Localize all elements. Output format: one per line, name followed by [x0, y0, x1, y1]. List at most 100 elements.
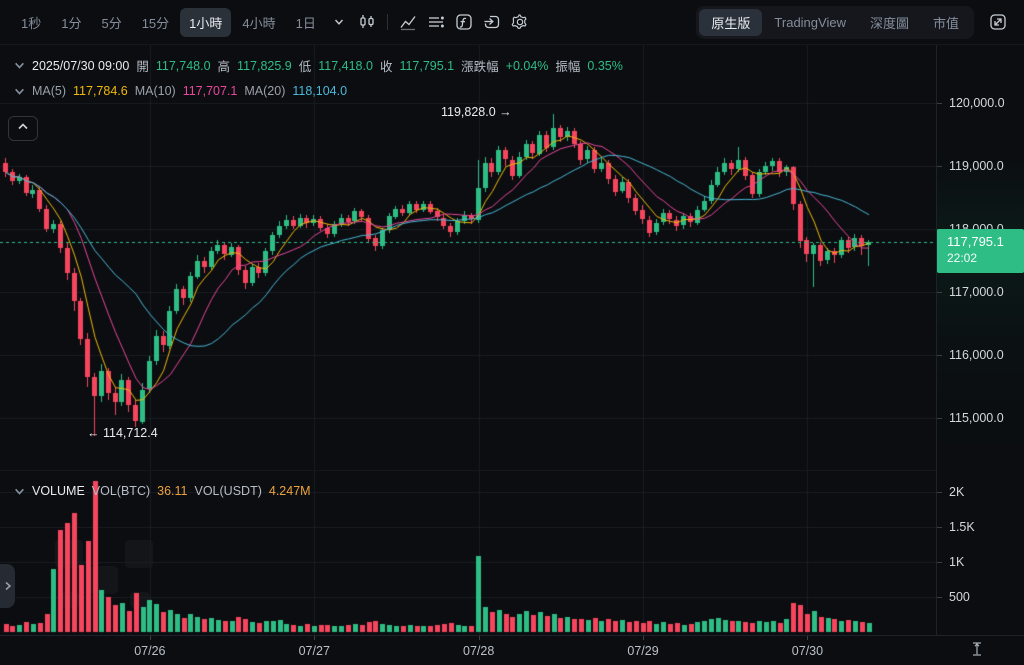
vol-btc-value: 36.11: [157, 484, 188, 498]
price-tick-115000: 115,000.0: [949, 411, 1004, 425]
time-tick-mark: [150, 636, 151, 640]
time-tick-mark: [479, 636, 480, 640]
low-label: 低: [298, 60, 312, 74]
list-icon: [427, 13, 445, 31]
time-tick-07/27: 07/27: [298, 644, 330, 658]
price-scale-button[interactable]: [966, 641, 988, 661]
interval-tab-4小時[interactable]: 4小時: [242, 15, 276, 31]
change-value: +0.04%: [505, 58, 549, 73]
fullscreen-button[interactable]: [984, 9, 1012, 35]
toolbar-divider: [386, 14, 388, 30]
volume-tick-mark: [937, 597, 942, 598]
view-mode-tabs: 原生版 TradingView 深度圖 市值: [696, 5, 974, 39]
ma10-label: MA(10): [134, 84, 176, 98]
volume-collapse-caret[interactable]: [14, 486, 25, 497]
change-label: 漲跌幅: [461, 60, 499, 74]
high-price-annotation: 119,828.0 →: [441, 105, 512, 119]
price-tick-117000: 117,000.0: [949, 285, 1004, 299]
indicators-icon: [399, 13, 417, 31]
expand-icon: [989, 13, 1007, 31]
time-tick-07/26: 07/26: [134, 644, 166, 658]
ma5-value: 117,784.6: [73, 84, 128, 98]
price-tick-119000: 119,000.0: [949, 159, 1004, 173]
chevron-up-icon: [17, 120, 29, 138]
candlestick-icon: [358, 13, 376, 31]
high-value: 117,825.9: [237, 58, 292, 73]
volume-tick-1000: 1K: [949, 555, 965, 569]
formula-button[interactable]: [450, 9, 478, 35]
ohlc-collapse-caret[interactable]: [14, 60, 25, 71]
close-value: 117,795.1: [399, 58, 455, 73]
price-axis[interactable]: 120,000.0119,000.0118,000.0117,000.0116,…: [936, 45, 1024, 635]
current-price-value: 117,795.1: [947, 234, 1004, 249]
vol-usdt-label: VOL(USDT): [194, 484, 262, 498]
settings-button[interactable]: [506, 9, 534, 35]
high-label: 高: [217, 60, 231, 74]
volume-title: VOLUME: [32, 484, 85, 498]
interval-tabs: 1秒 1分 5分 15分 1小時 4小時 1日: [12, 7, 325, 37]
current-price-time: 22:02: [947, 250, 978, 265]
price-tick-mark: [937, 166, 942, 167]
time-tick-mark: [314, 636, 315, 640]
legend-settings-button[interactable]: [422, 9, 450, 35]
pane-divider[interactable]: [0, 470, 936, 471]
amplitude-value: 0.35%: [587, 58, 623, 73]
low-price-annotation: ← 114,712.4: [87, 426, 158, 440]
price-tick-mark: [937, 355, 942, 356]
share-arrow-icon: [483, 13, 501, 31]
volume-tick-mark: [937, 562, 942, 563]
time-axis[interactable]: 07/26 07/27 07/28 07/29 07/30: [0, 635, 1024, 665]
view-tab-市值[interactable]: 市值: [932, 15, 959, 31]
interval-tab-1分[interactable]: 1分: [61, 15, 82, 31]
gear-icon: [511, 13, 529, 31]
current-price-tag: 117,795.1 22:02: [937, 229, 1024, 273]
ma5-label: MA(5): [32, 84, 67, 98]
ma-info-row: MA(5) 117,784.6 MA(10) 117,707.1 MA(20) …: [14, 84, 347, 98]
interval-tab-15分[interactable]: 15分: [141, 15, 170, 31]
chevron-right-icon: [4, 578, 12, 594]
open-value: 117,748.0: [155, 58, 211, 73]
price-tick-mark: [937, 418, 942, 419]
indicators-button[interactable]: [394, 9, 422, 35]
ma-collapse-caret[interactable]: [14, 86, 25, 97]
compare-button[interactable]: [478, 9, 506, 35]
candle-datetime: 2025/07/30 09:00: [32, 58, 130, 73]
time-tick-mark: [807, 636, 808, 640]
price-tick-mark: [937, 103, 942, 104]
time-tick-mark: [643, 636, 644, 640]
volume-tick-1500: 1.5K: [949, 520, 975, 534]
view-tab-TradingView[interactable]: TradingView: [774, 14, 846, 30]
price-tick-120000: 120,000.0: [949, 96, 1005, 110]
interval-tab-1日[interactable]: 1日: [295, 15, 316, 31]
chart-style-button[interactable]: [353, 9, 381, 35]
price-tick-mark: [937, 292, 942, 293]
low-value: 117,418.0: [318, 58, 373, 73]
view-tab-深度圖[interactable]: 深度圖: [869, 15, 909, 31]
time-tick-07/30: 07/30: [791, 644, 824, 658]
interval-dropdown-button[interactable]: [325, 9, 353, 35]
price-tick-116000: 116,000.0: [949, 348, 1004, 362]
chevron-down-icon: [334, 17, 344, 27]
collapse-panel-button[interactable]: [8, 116, 38, 141]
ma10-value: 117,707.1: [182, 84, 238, 98]
formula-icon: [455, 13, 473, 31]
volume-tick-2000: 2K: [949, 485, 965, 499]
interval-tab-1小時[interactable]: 1小時: [180, 7, 232, 37]
scale-ibeam-icon: [970, 641, 984, 662]
time-tick-07/29: 07/29: [627, 644, 659, 658]
ma20-label: MA(20): [244, 84, 286, 98]
volume-tick-mark: [937, 492, 942, 493]
side-panel-toggle[interactable]: [0, 564, 15, 608]
ohlc-info-row: 2025/07/30 09:00 開 117,748.0 高 117,825.9…: [14, 56, 623, 75]
open-label: 開: [136, 60, 149, 74]
ma20-value: 118,104.0: [292, 84, 348, 98]
time-tick-07/28: 07/28: [463, 644, 495, 658]
volume-tick-500: 500: [949, 590, 970, 604]
vol-btc-label: VOL(BTC): [91, 484, 151, 498]
interval-tab-5分[interactable]: 5分: [101, 15, 122, 31]
chart-toolbar: 1秒 1分 5分 15分 1小時 4小時 1日: [0, 0, 1024, 45]
candlestick-chart-canvas[interactable]: [0, 45, 936, 635]
view-tab-原生版[interactable]: 原生版: [699, 8, 763, 36]
interval-tab-1秒[interactable]: 1秒: [21, 15, 42, 31]
